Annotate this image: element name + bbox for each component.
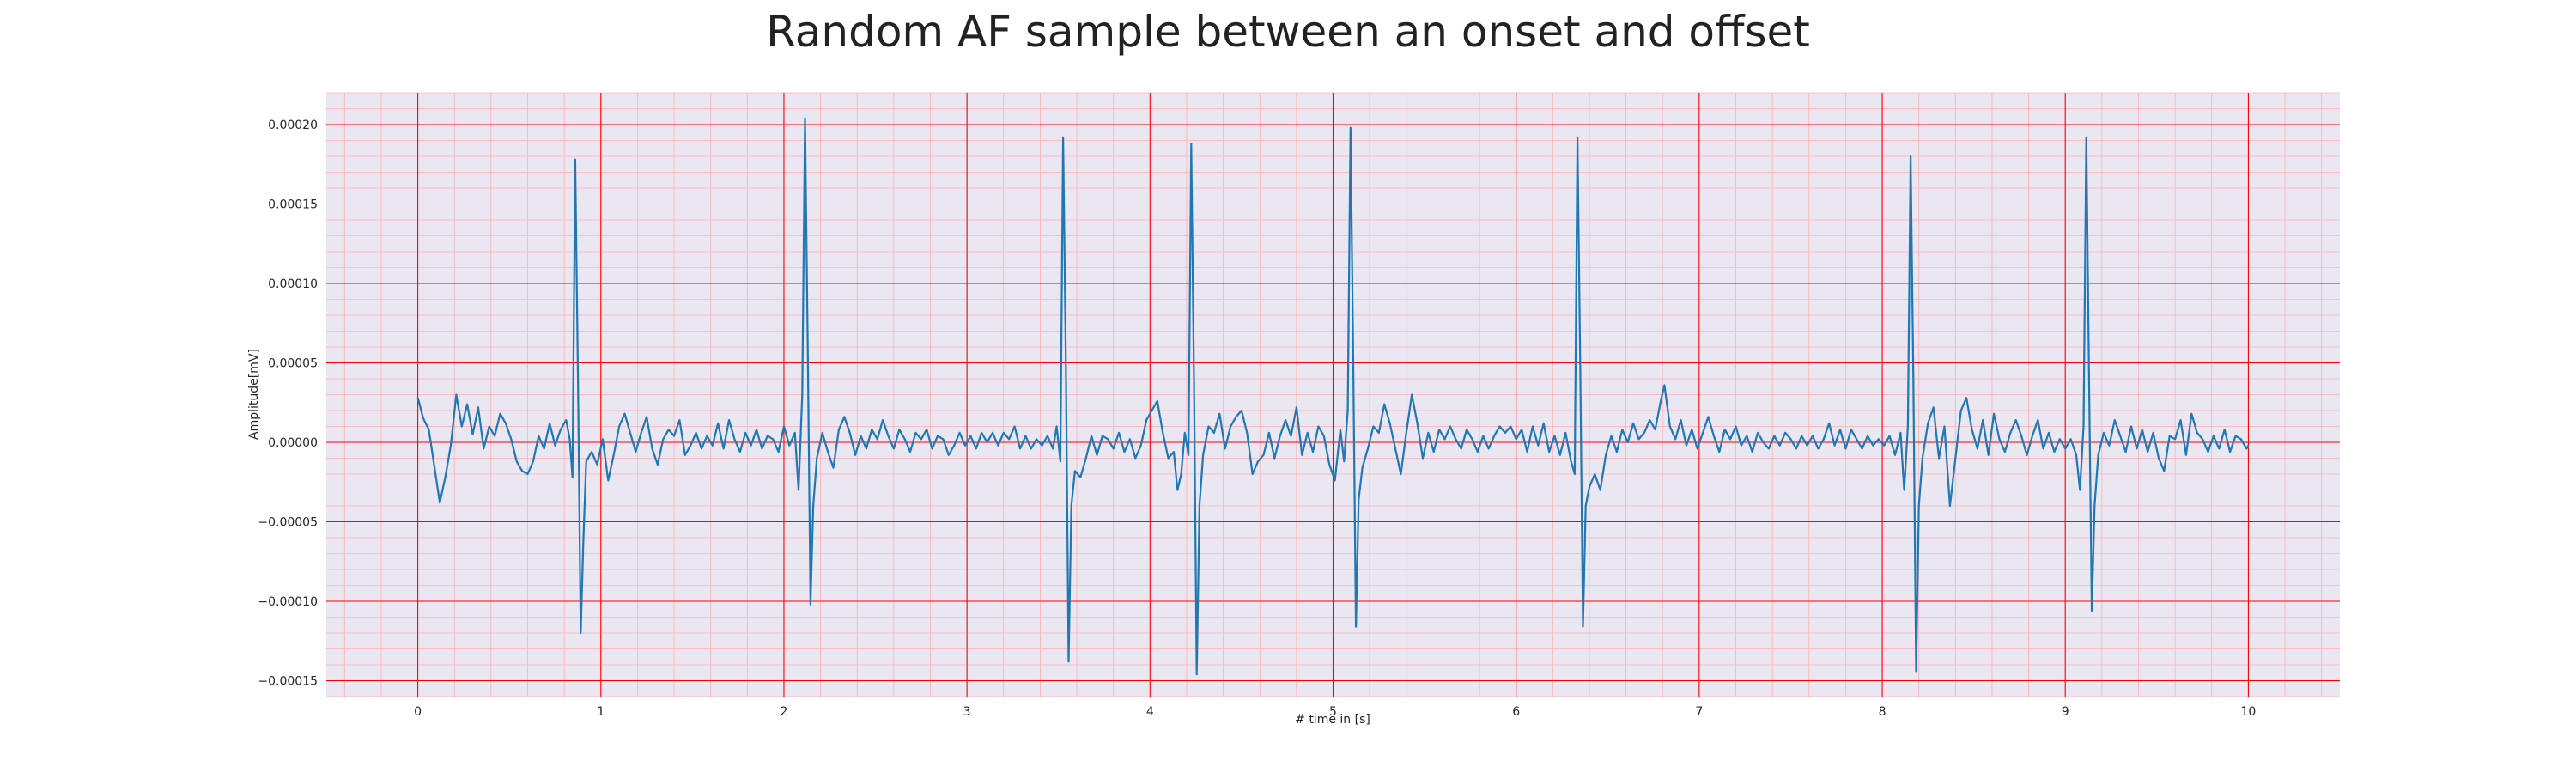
x-axis-label: # time in [s]	[1295, 713, 1370, 727]
x-tick-label: 6	[1512, 705, 1520, 719]
y-tick-label: −0.00005	[258, 516, 318, 530]
x-tick-label: 9	[2062, 705, 2069, 719]
y-tick-label: −0.00010	[258, 595, 318, 609]
y-tick-label: 0.00005	[268, 357, 318, 371]
x-tick-label: 10	[2240, 705, 2256, 719]
chart-title: Random AF sample between an onset and of…	[766, 7, 1810, 57]
x-tick-label: 0	[414, 705, 422, 719]
series-line	[416, 117, 2250, 676]
x-tick-label: 8	[1879, 705, 1886, 719]
x-tick-labels: 0 1 2 3 4 5 6 7 8 9 10	[414, 705, 2256, 719]
x-tick-label: 1	[597, 705, 605, 719]
y-tick-label: 0.00015	[268, 198, 318, 212]
y-tick-label: 0.00010	[268, 277, 318, 291]
x-tick-label: 3	[963, 705, 971, 719]
major-grid	[326, 93, 2340, 697]
x-tick-label: 5	[1329, 705, 1337, 719]
x-tick-label: 2	[780, 705, 787, 719]
x-tick-label: 7	[1695, 705, 1703, 719]
y-tick-labels: −0.00015 −0.00010 −0.00005 0.00000 0.00005 0.…	[258, 119, 318, 689]
y-axis-label: Amplitude[mV]	[247, 349, 261, 440]
y-tick-label: 0.00000	[268, 436, 318, 450]
y-tick-label: 0.00020	[268, 119, 318, 132]
x-tick-label: 4	[1146, 705, 1154, 719]
y-tick-label: −0.00015	[258, 675, 318, 689]
